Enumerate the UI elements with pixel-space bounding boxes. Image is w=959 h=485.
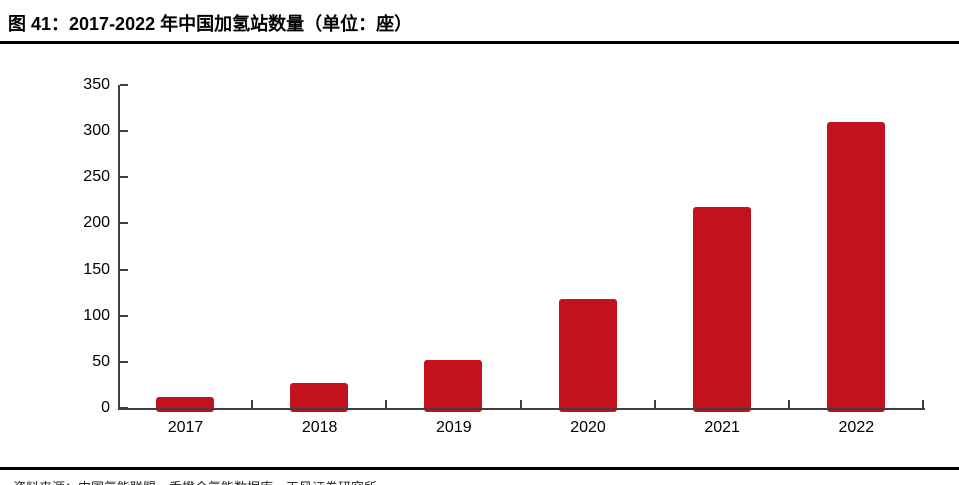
x-category-label: 2018 [301, 419, 338, 436]
source-note: 资料来源：中国氢能联盟，香橙会氢能数据库，天风证券研究所 [13, 477, 377, 485]
bar-2020 [558, 299, 617, 412]
footer-divider-rule [0, 467, 959, 470]
x-category-label: 2017 [167, 419, 204, 436]
x-axis-line [118, 408, 925, 410]
y-tick-mark [120, 84, 128, 86]
y-tick-mark [120, 176, 128, 179]
y-tick-label: 50 [92, 352, 110, 370]
y-tick-label: 350 [83, 76, 110, 93]
x-category-label: 2020 [570, 419, 606, 436]
x-tick-mark [251, 400, 254, 408]
y-tick-mark [120, 130, 128, 133]
y-tick-label: 150 [83, 260, 110, 278]
y-tick-mark [120, 268, 128, 271]
x-category-label: 2021 [704, 419, 740, 436]
y-tick-mark [120, 222, 128, 225]
x-category-label: 2019 [436, 419, 472, 436]
bar-2019 [424, 360, 483, 412]
y-tick-mark [120, 314, 128, 317]
x-tick-mark [653, 400, 656, 408]
y-tick-mark [120, 360, 128, 363]
bar-2021 [692, 206, 751, 412]
x-tick-mark [385, 400, 388, 408]
y-tick-mark [120, 407, 128, 409]
x-tick-mark [787, 400, 790, 408]
y-tick-label: 200 [83, 214, 110, 232]
y-tick-label: 300 [83, 122, 110, 140]
y-axis-line [118, 85, 120, 410]
y-tick-label: 250 [83, 168, 110, 186]
x-tick-mark [519, 400, 522, 408]
figure-caption: 图 41：2017-2022 年中国加氢站数量（单位：座） [8, 14, 413, 34]
caption-divider-rule [0, 41, 959, 44]
bar-2022 [826, 121, 885, 412]
x-category-label: 2022 [838, 419, 875, 436]
y-tick-label: 100 [83, 306, 110, 324]
y-tick-label: 0 [101, 399, 110, 416]
bar-2018 [290, 383, 349, 412]
x-tick-mark [922, 400, 924, 408]
